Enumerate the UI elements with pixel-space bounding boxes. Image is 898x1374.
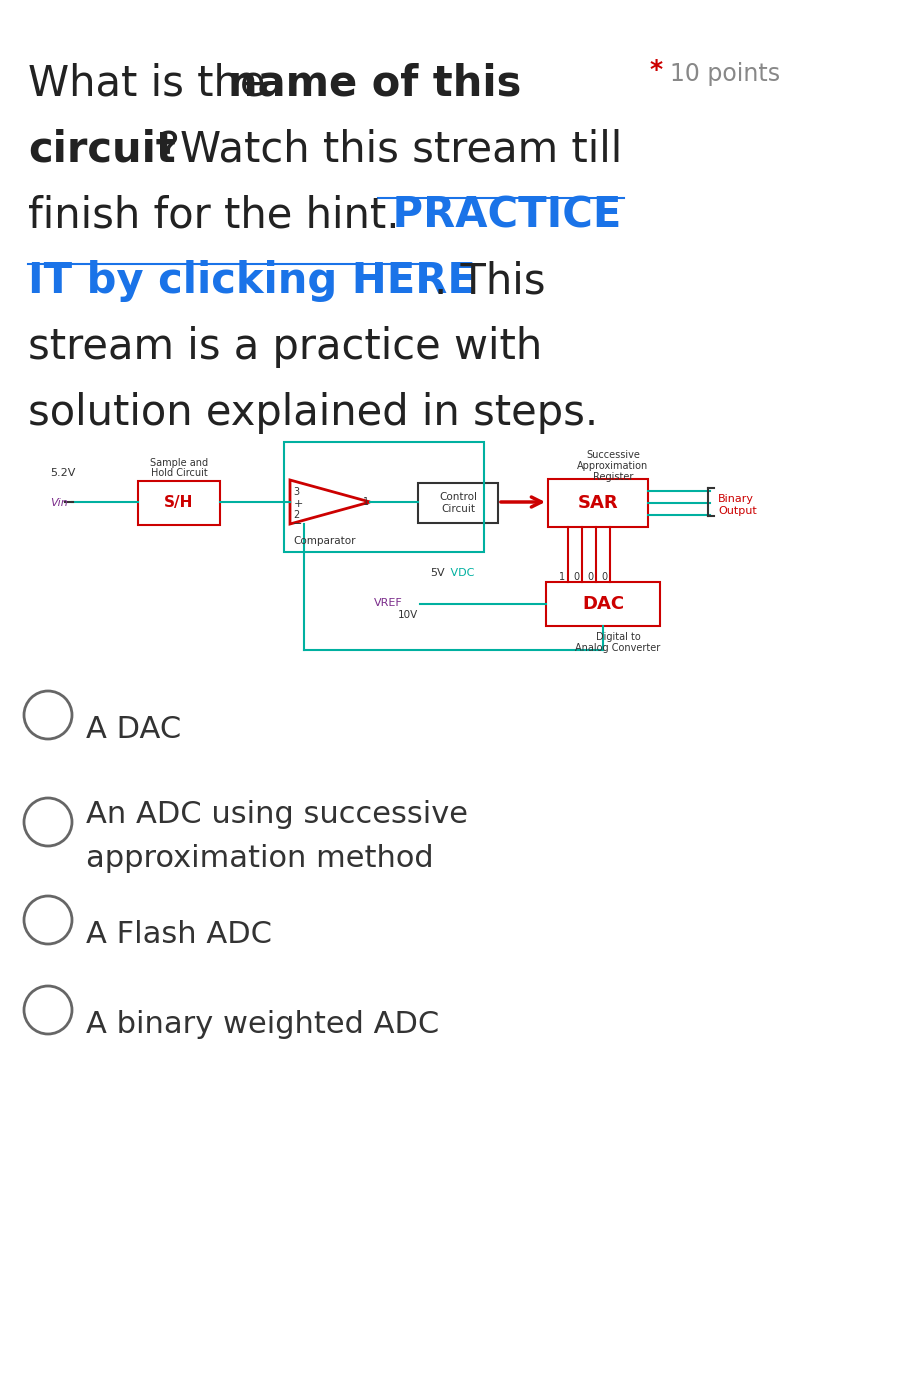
Text: 5.2V: 5.2V — [50, 469, 75, 478]
Text: 0: 0 — [573, 572, 579, 583]
Text: Sample and: Sample and — [150, 458, 208, 469]
Bar — [138, 481, 220, 525]
Text: What is the: What is the — [28, 62, 278, 104]
Text: Digital to: Digital to — [595, 632, 640, 642]
Text: VDC: VDC — [447, 567, 474, 578]
Text: Binary: Binary — [718, 495, 754, 504]
Text: 0: 0 — [601, 572, 607, 583]
Text: 5V: 5V — [430, 567, 445, 578]
Text: 1: 1 — [363, 497, 369, 507]
Text: 10V: 10V — [398, 610, 418, 620]
Text: A Flash ADC: A Flash ADC — [86, 921, 272, 949]
Text: 10 points: 10 points — [670, 62, 780, 87]
Text: 1: 1 — [559, 572, 565, 583]
Text: Register: Register — [593, 473, 633, 482]
Text: Vin: Vin — [50, 497, 67, 508]
Text: approximation method: approximation method — [86, 844, 434, 872]
Text: ?Watch this stream till: ?Watch this stream till — [158, 128, 622, 170]
Text: −: − — [293, 519, 303, 529]
Text: circuit: circuit — [28, 128, 176, 170]
Text: SAR: SAR — [577, 495, 619, 513]
Text: . This: . This — [434, 260, 545, 302]
Text: S/H: S/H — [164, 496, 194, 511]
Text: solution explained in steps.: solution explained in steps. — [28, 392, 598, 434]
Text: A DAC: A DAC — [86, 714, 181, 743]
Text: Analog Converter: Analog Converter — [576, 643, 661, 653]
Bar — [284, 442, 484, 552]
Bar — [548, 480, 648, 528]
Bar — [418, 484, 498, 523]
Text: +: + — [294, 499, 304, 508]
Text: Hold Circuit: Hold Circuit — [151, 469, 207, 478]
Text: *: * — [650, 58, 663, 82]
Text: PRACTICE: PRACTICE — [378, 194, 621, 236]
Text: An ADC using successive: An ADC using successive — [86, 800, 468, 829]
Text: name of this: name of this — [228, 62, 522, 104]
Text: 0: 0 — [587, 572, 593, 583]
Text: stream is a practice with: stream is a practice with — [28, 326, 542, 368]
Text: 3: 3 — [293, 486, 299, 497]
Text: Control
Circuit: Control Circuit — [439, 492, 477, 514]
Text: DAC: DAC — [582, 595, 624, 613]
Text: Approximation: Approximation — [577, 462, 648, 471]
Text: VREF: VREF — [374, 598, 402, 609]
Bar — [546, 583, 660, 627]
Text: IT by clicking HERE: IT by clicking HERE — [28, 260, 476, 302]
Text: finish for the hint.: finish for the hint. — [28, 194, 400, 236]
Text: A binary weighted ADC: A binary weighted ADC — [86, 1010, 439, 1039]
Text: Output: Output — [718, 506, 757, 517]
Text: 2: 2 — [293, 510, 299, 519]
Text: Comparator: Comparator — [294, 536, 357, 545]
Text: Successive: Successive — [586, 451, 640, 460]
Polygon shape — [290, 480, 370, 523]
